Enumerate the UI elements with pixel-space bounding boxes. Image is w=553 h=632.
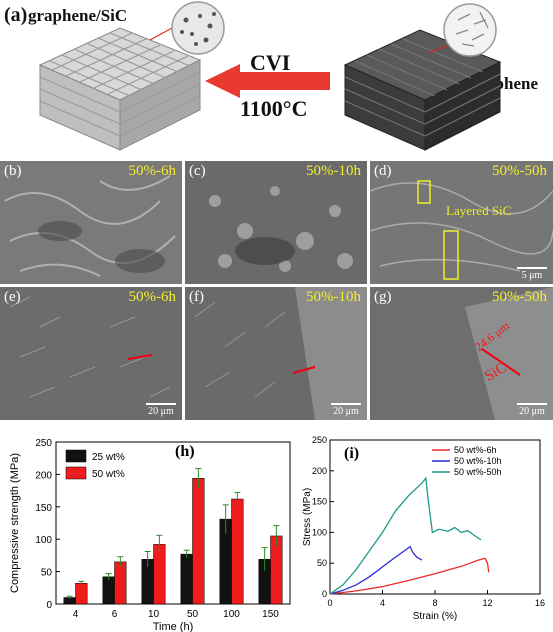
process-label: CVI: [250, 50, 291, 75]
zoom-circle-right: [429, 3, 497, 57]
scale-bar-g: 20 μm: [517, 403, 547, 417]
sem-texture: [370, 287, 553, 420]
zoom-circle-left: [149, 1, 225, 55]
bar: [114, 561, 127, 605]
y-tick-label: 250: [312, 435, 327, 445]
x-tick-label: 4: [380, 598, 385, 608]
x-tick-label: 12: [482, 598, 492, 608]
x-tick-label: 0: [327, 598, 332, 608]
sem-label-f: (f): [189, 289, 204, 305]
sem-caption-f: 50%-10h: [306, 289, 361, 305]
sem-label-d: (d): [374, 163, 392, 179]
sem-panel-b: (b) 50%-6h: [0, 161, 182, 284]
sem-label-c: (c): [189, 163, 206, 179]
bar: [180, 553, 193, 605]
plot-frame: [329, 439, 541, 595]
y-tick-label: 0: [322, 589, 327, 599]
x-axis-label: Strain (%): [413, 611, 457, 622]
y-tick-label: 100: [35, 535, 52, 546]
sem-panel-d: (d) 50%-50h Layered SiC 5 μm: [370, 161, 553, 284]
y-tick-label: 50: [317, 558, 327, 568]
sem-caption-d: 50%-50h: [492, 163, 547, 179]
coated-scaffold-icon: [38, 27, 202, 151]
sem-texture: [0, 287, 182, 420]
y-tick-label: 50: [41, 568, 53, 579]
legend-swatch: [65, 449, 87, 463]
material-label-left: graphene/SiC: [28, 6, 128, 25]
y-tick-label: 200: [312, 466, 327, 476]
sem-label-e: (e): [4, 289, 21, 305]
scale-bar-d: 5 μm: [517, 267, 547, 281]
y-axis-label: Compressive strength (MPa): [9, 453, 21, 593]
y-tick-label: 200: [35, 470, 52, 481]
bar: [75, 583, 88, 605]
x-tick-label: 6: [112, 609, 118, 620]
sem-texture: [185, 287, 367, 420]
x-tick-label: 8: [432, 598, 437, 608]
x-tick-label: 150: [262, 609, 279, 620]
y-axis-label: Stress (MPa): [302, 488, 313, 546]
y-tick-label: 150: [35, 503, 52, 514]
legend-label: 50 wt%-6h: [454, 445, 497, 455]
scale-bar-f: 20 μm: [331, 403, 361, 417]
y-tick-label: 0: [46, 600, 52, 611]
process-arrow-icon: [205, 64, 330, 98]
chart-h: 0 50 100 150 200 250 4 6 10 50 100 150 Time (h) Compr…: [9, 438, 291, 632]
legend-swatch: [65, 466, 87, 480]
y-tick-label: 250: [35, 438, 52, 449]
sem-panel-e: (e) 50%-6h 20 μm: [0, 287, 182, 420]
sem-texture: [370, 161, 553, 284]
legend-label: 50 wt%-50h: [454, 467, 502, 477]
bar: [102, 576, 115, 605]
layered-sic-annotation: Layered SiC: [446, 203, 512, 218]
x-tick-label: 4: [73, 609, 79, 620]
x-tick-label: 16: [535, 598, 545, 608]
y-tick-label: 100: [312, 527, 327, 537]
sem-caption-b: 50%-6h: [128, 163, 177, 179]
legend-label: 50 wt%: [92, 469, 125, 480]
x-tick-label: 10: [148, 609, 160, 620]
sem-panel-g: (g) 50%-50h 24.6 μm SiC 20 μm: [370, 287, 553, 420]
bar: [231, 498, 244, 605]
legend-label: 25 wt%: [92, 452, 125, 463]
panel-a: (a) graphene/SiC graphene CVI 1100°C: [0, 0, 553, 160]
temperature-label: 1100°C: [240, 96, 308, 121]
sem-texture: [0, 161, 182, 284]
panel-label-a: (a): [4, 4, 28, 26]
legend-label: 50 wt%-10h: [454, 456, 502, 466]
sem-caption-e: 50%-6h: [128, 289, 177, 305]
sem-caption-g: 50%-50h: [492, 289, 547, 305]
sem-caption-c: 50%-10h: [306, 163, 361, 179]
series-line: [329, 476, 482, 595]
sem-label-b: (b): [4, 163, 22, 179]
scaffold-illustration: [38, 1, 502, 151]
x-axis-label: Time (h): [153, 621, 194, 632]
bar: [192, 478, 205, 605]
x-tick-label: 50: [187, 609, 199, 620]
series-line: [329, 545, 423, 595]
y-tick-label: 150: [312, 497, 327, 507]
plot-frame: [55, 441, 291, 605]
sem-label-g: (g): [374, 289, 392, 305]
sem-panel-f: (f) 50%-10h 20 μm: [185, 287, 367, 420]
series-line: [329, 557, 490, 595]
sem-texture: [185, 161, 367, 284]
x-tick-label: 100: [223, 609, 240, 620]
scale-bar-e: 20 μm: [146, 403, 176, 417]
sem-panel-c: (c) 50%-10h: [185, 161, 367, 284]
panel-label-h: (h): [175, 443, 195, 460]
chart-i: 0 50 100 150 200 250 0 4 8 12 16 Strain (%) Stress (…: [302, 435, 545, 622]
panel-label-i: (i): [344, 445, 359, 462]
